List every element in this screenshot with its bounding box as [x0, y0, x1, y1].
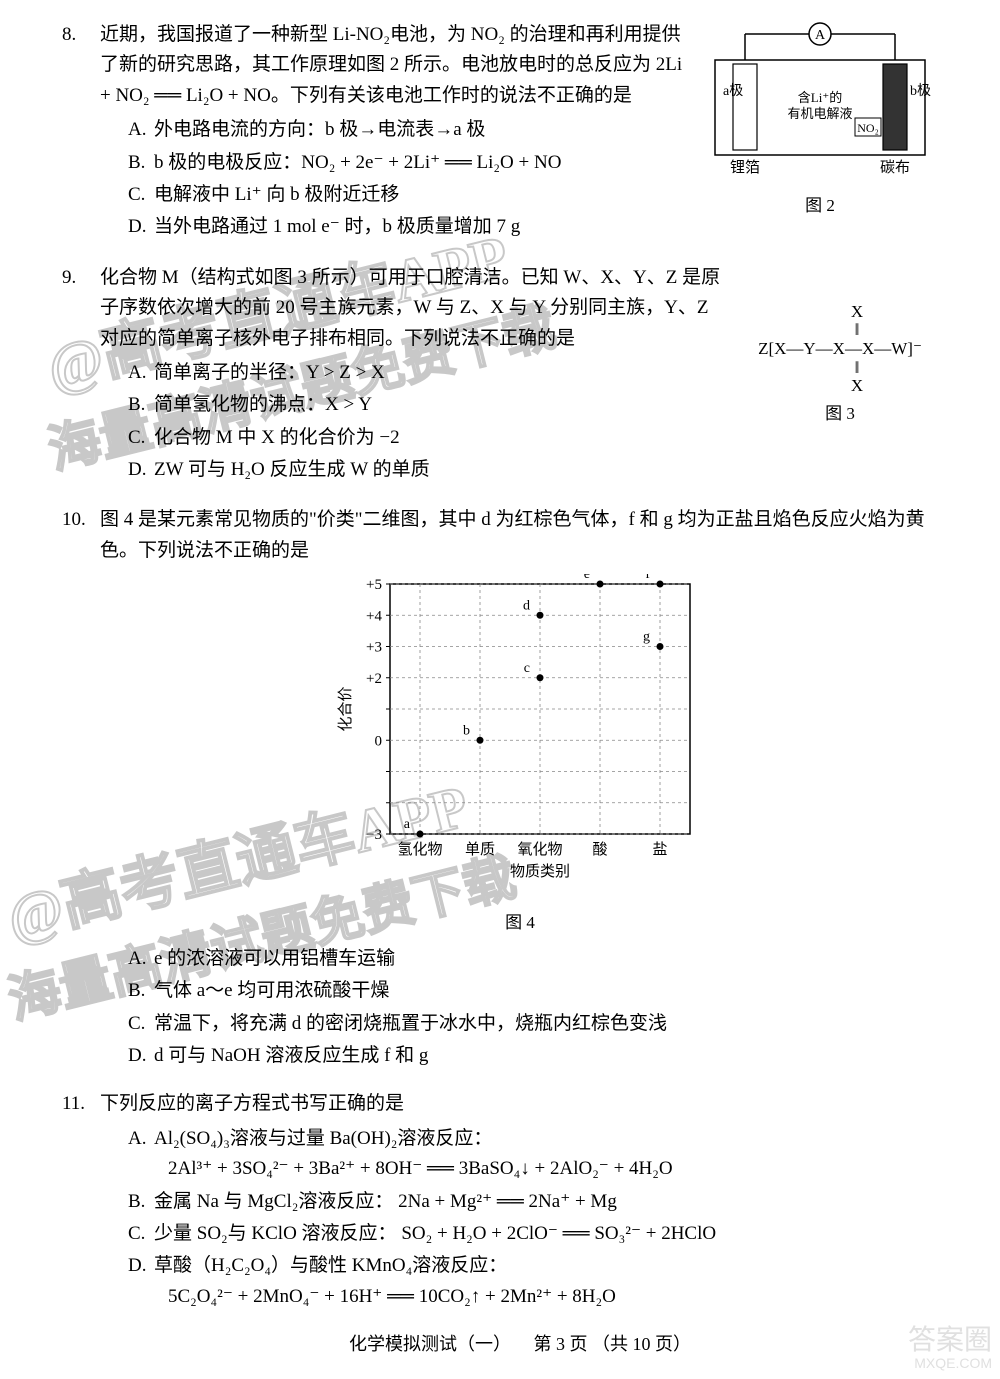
q10-b-text: 气体 a～e 均可用浓硫酸干燥: [154, 980, 389, 1001]
q11-d-eq: 5C₂O₄²⁻ + 2MnO₄⁻ + 16H⁺ ══ 10CO₂↑ + 2Mn²…: [128, 1282, 940, 1312]
figure-2: A a极 b极 含Li⁺的 有机电解液 NO₂ 锂箔: [700, 20, 940, 219]
question-number: 10.: [62, 505, 86, 535]
q8-b-text: b 极的电极反应：NO₂ + 2e⁻ + 2Li⁺ ══ Li₂O + NO: [154, 152, 561, 173]
question-number: 9.: [62, 263, 76, 293]
question-number: 11.: [62, 1089, 85, 1119]
q10-option-c: C.常温下，将充满 d 的密闭烧瓶置于冰水中，烧瓶内红棕色变浅: [128, 1009, 940, 1039]
figure-4-caption: 图 4: [100, 909, 940, 936]
q11-c-intro: 少量 SO₂与 KClO 溶液反应：: [154, 1223, 397, 1244]
fig3-main: Z[X—Y—X—X—W]⁻: [740, 340, 940, 359]
svg-text:盐: 盐: [652, 841, 667, 858]
q11-options: A.Al₂(SO₄)₃溶液与过量 Ba(OH)₂溶液反应： 2Al³⁺ + 3S…: [100, 1124, 940, 1312]
fig3-top: X: [740, 303, 940, 322]
question-9: 9. X ‖ Z[X—Y—X—X—W]⁻ ‖ X 图 3 化合物 M（结构式如图…: [100, 263, 940, 488]
question-number: 8.: [62, 20, 76, 50]
q11-a-intro: Al₂(SO₄)₃溶液与过量 Ba(OH)₂溶液反应：: [154, 1128, 492, 1149]
q11-option-d: D.草酸（H₂C₂O₄）与酸性 KMnO₄溶液反应： 5C₂O₄²⁻ + 2Mn…: [128, 1251, 940, 1312]
svg-text:b: b: [463, 724, 470, 739]
q10-option-a: A.e 的浓溶液可以用铝槽车运输: [128, 944, 940, 974]
q8-c-text: 电解液中 Li⁺ 向 b 极附近迁移: [154, 184, 399, 205]
svg-text:0: 0: [375, 734, 383, 750]
meter-label: A: [815, 28, 826, 43]
q11-b-intro: 金属 Na 与 MgCl₂溶液反应：: [154, 1191, 393, 1212]
exam-page: @高考直通车APP 海量高清试题免费下载 @高考直通车APP 海量高清试题免费下…: [0, 0, 1000, 1379]
q10-options: A.e 的浓溶液可以用铝槽车运输 B.气体 a～e 均可用浓硫酸干燥 C.常温下…: [100, 944, 940, 1072]
svg-text:单质: 单质: [465, 841, 495, 858]
q10-a-text: e 的浓溶液可以用铝槽车运输: [154, 948, 395, 969]
footer-page: 第 3 页 （共 10 页）: [534, 1334, 692, 1354]
figure-3: X ‖ Z[X—Y—X—X—W]⁻ ‖ X 图 3: [740, 303, 940, 428]
q11-a-eq: 2Al³⁺ + 3SO₄²⁻ + 3Ba²⁺ + 8OH⁻ ══ 3BaSO₄↓…: [128, 1154, 940, 1184]
q9-a-text: 简单离子的半径：Y > Z > X: [154, 362, 385, 383]
q11-option-c: C.少量 SO₂与 KClO 溶液反应： SO₂ + H₂O + 2ClO⁻ ═…: [128, 1219, 940, 1249]
q11-option-a: A.Al₂(SO₄)₃溶液与过量 Ba(OH)₂溶液反应： 2Al³⁺ + 3S…: [128, 1124, 940, 1185]
q8-d-text: 当外电路通过 1 mol e⁻ 时，b 极质量增加 7 g: [154, 216, 520, 237]
svg-text:氧化物: 氧化物: [517, 841, 562, 858]
q9-c-text: 化合物 M 中 X 的化合价为 −2: [154, 427, 400, 448]
svg-text:c: c: [524, 661, 530, 676]
q11-stem: 下列反应的离子方程式书写正确的是: [100, 1089, 940, 1119]
b-label: b极: [910, 83, 931, 99]
svg-text:g: g: [643, 630, 650, 645]
q10-option-b: B.气体 a～e 均可用浓硫酸干燥: [128, 976, 940, 1006]
footer-title: 化学模拟测试（一）: [349, 1334, 511, 1354]
page-footer: 化学模拟测试（一） 第 3 页 （共 10 页）: [100, 1330, 940, 1359]
q11-c-eq: SO₂ + H₂O + 2ClO⁻ ══ SO₃²⁻ + 2HClO: [401, 1223, 716, 1244]
q11-b-eq: 2Na + Mg²⁺ ══ 2Na⁺ + Mg: [398, 1191, 617, 1212]
q10-c-text: 常温下，将充满 d 的密闭烧瓶置于冰水中，烧瓶内红棕色变浅: [154, 1013, 667, 1034]
li-foil: 锂箔: [730, 159, 760, 176]
question-8: 8. A a极 b极 含Li⁺的 有机电解: [100, 20, 940, 245]
svg-text:氢化物: 氢化物: [397, 841, 442, 858]
question-10: 10. 图 4 是某元素常见物质的"价类"二维图，其中 d 为红棕色气体，f 和…: [100, 505, 940, 1071]
corner-watermark: 答案圈 MXQE.COM: [908, 1325, 992, 1371]
electrolyte-2: 有机电解液: [787, 106, 852, 121]
carbon-cloth: 碳布: [880, 159, 910, 176]
q10-d-text: d 可与 NaOH 溶液反应生成 f 和 g: [154, 1045, 428, 1066]
svg-text:a: a: [404, 817, 411, 832]
svg-text:−3: −3: [366, 827, 382, 843]
q11-option-b: B.金属 Na 与 MgCl₂溶液反应： 2Na + Mg²⁺ ══ 2Na⁺ …: [128, 1187, 940, 1217]
corner-line2: MXQE.COM: [908, 1356, 992, 1371]
q9-option-d: D.ZW 可与 H₂O 反应生成 W 的单质: [128, 455, 940, 485]
electrolyte-1: 含Li⁺的: [798, 90, 842, 105]
svg-text:+2: +2: [366, 671, 382, 687]
figure-2-caption: 图 2: [700, 192, 940, 219]
a-label: a极: [723, 83, 743, 99]
svg-text:化合价: 化合价: [337, 687, 354, 732]
svg-text:e: e: [584, 574, 590, 582]
svg-text:酸: 酸: [592, 841, 607, 858]
q11-d-intro: 草酸（H₂C₂O₄）与酸性 KMnO₄溶液反应：: [154, 1255, 507, 1276]
figure-3-caption: 图 3: [740, 400, 940, 427]
q9-d-text: ZW 可与 H₂O 反应生成 W 的单质: [154, 459, 430, 480]
svg-text:+3: +3: [366, 640, 382, 656]
q9-b-text: 简单氢化物的沸点：X > Y: [154, 394, 372, 415]
battery-diagram: A a极 b极 含Li⁺的 有机电解液 NO₂ 锂箔: [705, 20, 935, 180]
fig3-bottom: X: [740, 377, 940, 396]
q8-a-text: 外电路电流的方向：b 极→电流表→a 极: [154, 119, 485, 140]
q10-option-d: D.d 可与 NaOH 溶液反应生成 f 和 g: [128, 1041, 940, 1071]
question-11: 11. 下列反应的离子方程式书写正确的是 A.Al₂(SO₄)₃溶液与过量 Ba…: [100, 1089, 940, 1312]
corner-line1: 答案圈: [908, 1325, 992, 1356]
svg-text:d: d: [523, 599, 530, 614]
q10-stem: 图 4 是某元素常见物质的"价类"二维图，其中 d 为红棕色气体，f 和 g 均…: [100, 505, 940, 566]
no2-label: NO₂: [857, 121, 879, 135]
svg-text:物质类别: 物质类别: [510, 863, 570, 880]
svg-text:+4: +4: [366, 609, 382, 625]
valence-chart: −3 0 +2 +3 +4 +5 氢化物 单质 氧化物 酸 盐物质类别 化合价 a b c d e f g: [330, 574, 710, 894]
figure-4: −3 0 +2 +3 +4 +5 氢化物 单质 氧化物 酸 盐物质类别 化合价 a b c d e f g 图 4: [100, 574, 940, 936]
svg-text:+5: +5: [366, 577, 382, 593]
svg-text:f: f: [645, 574, 650, 582]
